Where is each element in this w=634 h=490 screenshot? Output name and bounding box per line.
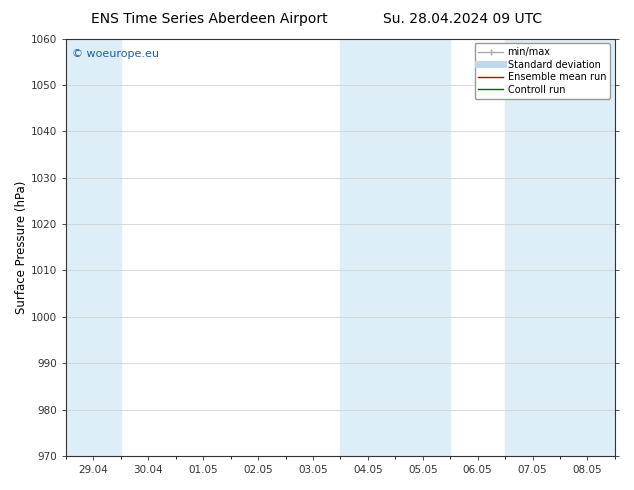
Bar	[66, 39, 121, 456]
Text: ENS Time Series Aberdeen Airport: ENS Time Series Aberdeen Airport	[91, 12, 328, 26]
Text: © woeurope.eu: © woeurope.eu	[72, 49, 158, 59]
Text: Su. 28.04.2024 09 UTC: Su. 28.04.2024 09 UTC	[384, 12, 542, 26]
Bar	[340, 39, 450, 456]
Legend: min/max, Standard deviation, Ensemble mean run, Controll run: min/max, Standard deviation, Ensemble me…	[474, 44, 610, 98]
Y-axis label: Surface Pressure (hPa): Surface Pressure (hPa)	[15, 181, 28, 314]
Bar	[505, 39, 615, 456]
